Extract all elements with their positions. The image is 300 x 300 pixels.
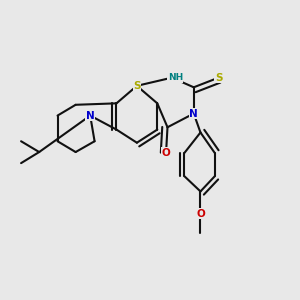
Text: O: O <box>196 208 205 219</box>
Text: N: N <box>86 111 94 121</box>
Text: N: N <box>189 109 198 118</box>
Text: NH: NH <box>168 73 183 82</box>
Text: S: S <box>215 73 222 83</box>
Text: S: S <box>133 81 141 91</box>
Text: O: O <box>162 148 170 158</box>
